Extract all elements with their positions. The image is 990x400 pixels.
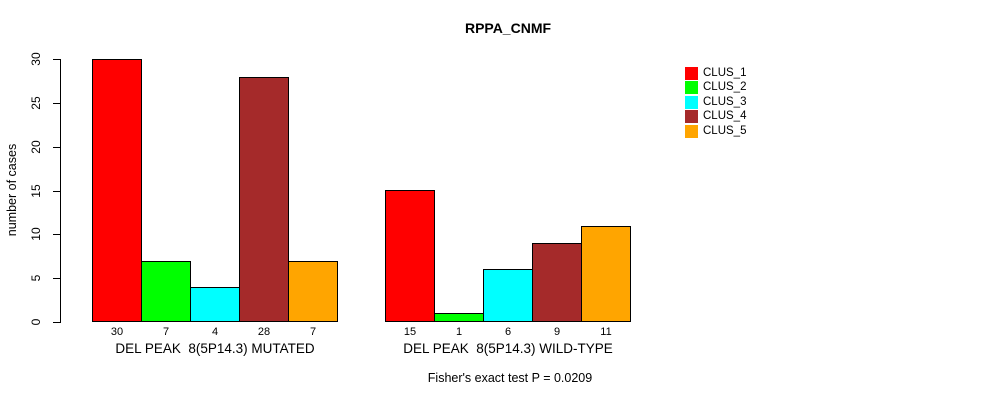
bar-CLUS_3 xyxy=(483,269,533,322)
bar-value-label: 28 xyxy=(257,326,271,338)
bar-CLUS_5 xyxy=(581,226,631,322)
x-axis-group-label: DEL PEAK 8(5P14.3) MUTATED xyxy=(115,341,315,356)
bar-CLUS_5 xyxy=(288,261,338,322)
y-axis-tick-label: 30 xyxy=(29,52,43,66)
legend-label: CLUS_1 xyxy=(703,67,747,79)
fisher-test-annotation: Fisher's exact test P = 0.0209 xyxy=(427,371,593,385)
bar-value-label: 11 xyxy=(600,326,612,338)
legend-swatch-CLUS_2 xyxy=(685,81,698,95)
x-axis-group-label: DEL PEAK 8(5P14.3) WILD-TYPE xyxy=(403,341,613,356)
bar-value-label: 4 xyxy=(211,326,219,338)
legend-label: CLUS_2 xyxy=(703,81,747,94)
bar-value-label: 6 xyxy=(504,326,512,338)
legend-swatch-CLUS_1 xyxy=(685,67,698,80)
bar-value-label: 7 xyxy=(309,326,317,338)
legend-label: CLUS_4 xyxy=(703,110,747,123)
legend-swatch-CLUS_3 xyxy=(685,95,698,109)
bar-value-label: 1 xyxy=(455,326,463,338)
legend-swatch-CLUS_4 xyxy=(685,110,698,124)
bar-value-label: 15 xyxy=(403,326,417,338)
y-axis-tick-label: 5 xyxy=(29,274,43,282)
y-axis-tick xyxy=(53,59,60,60)
bar-CLUS_2 xyxy=(141,261,191,322)
bar-CLUS_1 xyxy=(385,190,435,322)
legend-swatch-CLUS_5 xyxy=(685,124,698,138)
y-axis-tick-label: 20 xyxy=(29,140,43,154)
y-axis-tick xyxy=(53,322,60,323)
y-axis-line xyxy=(60,59,61,323)
bar-CLUS_2 xyxy=(434,313,484,322)
y-axis-tick xyxy=(53,191,60,192)
bar-value-label: 9 xyxy=(553,326,561,338)
bar-value-label: 7 xyxy=(162,326,170,338)
y-axis-tick xyxy=(53,103,60,104)
y-axis-tick xyxy=(53,147,60,148)
y-axis-tick-label: 0 xyxy=(29,318,43,326)
legend-label: CLUS_5 xyxy=(703,124,747,137)
bar-value-label: 30 xyxy=(110,326,124,338)
y-axis-label: number of cases xyxy=(5,143,19,237)
chart-title: RPPA_CNMF xyxy=(464,20,552,36)
bar-CLUS_4 xyxy=(239,77,289,322)
y-axis-tick-label: 15 xyxy=(29,184,43,198)
y-axis-tick xyxy=(53,278,60,279)
y-axis-tick-label: 25 xyxy=(29,96,43,110)
y-axis-tick-label: 10 xyxy=(29,227,43,241)
legend-label: CLUS_3 xyxy=(703,95,747,108)
bar-CLUS_4 xyxy=(532,243,582,322)
bar-CLUS_3 xyxy=(190,287,240,322)
y-axis-tick xyxy=(53,234,60,235)
bar-CLUS_1 xyxy=(92,59,142,322)
